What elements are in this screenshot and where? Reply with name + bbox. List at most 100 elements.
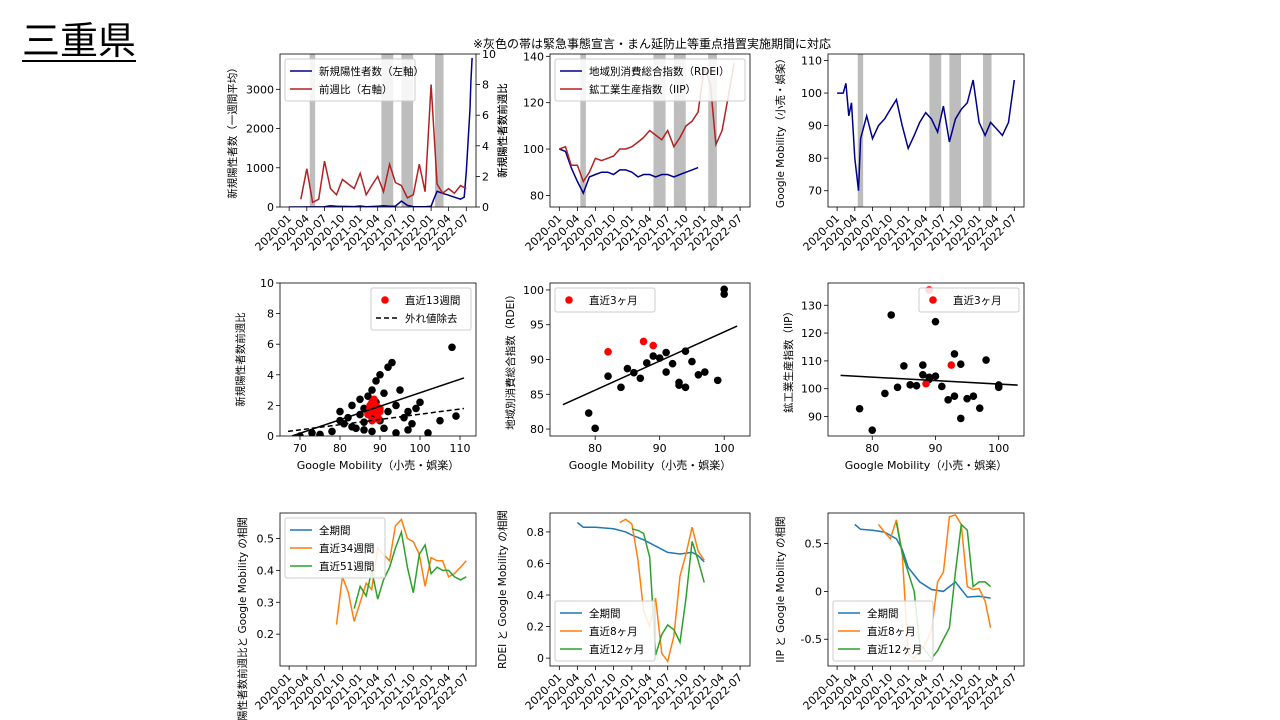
data-point-0-5 (336, 407, 344, 416)
plot-area (854, 514, 992, 660)
panel-p3: 7080901001102020-012020-042020-072020-10… (774, 53, 1025, 254)
y-tick-label: 2000 (246, 123, 274, 136)
plot-area (287, 343, 465, 436)
panel-p5: 80 85 90 95 100 80 90 100 Google Mobility（小売・娯楽）… (504, 282, 751, 472)
data-point-0-24 (384, 407, 392, 416)
legend: 地域別消費総合指数（RDEI） 鉱工業生産指数（IIP） (554, 58, 746, 102)
legend-box (832, 600, 934, 662)
y-axis-label: RDEI と Google Mobility の相関 (496, 510, 509, 669)
data-point-1-0 (364, 410, 372, 419)
data-point-0-35 (448, 343, 456, 352)
data-point-0-41 (392, 429, 400, 436)
data-point-0-7 (912, 381, 921, 390)
shaded-period-3 (435, 54, 444, 207)
x-tick-label: 90 (928, 442, 942, 455)
legend-box (370, 287, 472, 331)
y-tick-label: 10 (260, 277, 274, 290)
y-axis-label: 新規陽性者数前週比と Google Mobility の相関 (236, 517, 249, 720)
data-point-0-5 (900, 362, 908, 370)
y2-tick-label: 0 (482, 201, 489, 214)
data-point-1-2 (947, 361, 956, 369)
data-point-0-22 (720, 285, 728, 294)
legend-box (554, 58, 746, 102)
y-tick-label: 0 (815, 585, 822, 598)
data-point-0-39 (368, 427, 376, 436)
x-tick-label: 80 (865, 442, 879, 455)
data-point-0-16 (950, 392, 959, 401)
data-point-0-22 (975, 404, 984, 412)
legend-label: 直近12ヶ月 (867, 643, 922, 656)
data-point-0-6 (636, 374, 645, 383)
data-point-0-18 (694, 371, 703, 379)
y-tick-label: 0.5 (805, 538, 823, 551)
y-tick-label: 90 (808, 411, 822, 424)
y-tick-label: 95 (530, 319, 544, 332)
y-tick-label: 80 (530, 423, 544, 436)
data-point-0-26 (392, 401, 400, 410)
y-tick-label: 85 (530, 388, 544, 401)
y-axis-label: IIP と Google Mobility の相関 (774, 516, 787, 662)
legend-label: 地域別消費総合指数（RDEI） (589, 65, 730, 78)
data-point-1-0 (922, 379, 930, 388)
page-title: 三重県 (22, 19, 137, 63)
data-point-0-2 (316, 430, 324, 436)
data-point-0-11 (662, 348, 670, 357)
data-point-0-14 (364, 392, 372, 401)
x-tick-label: 80 (333, 442, 347, 455)
legend-label: 直近8ヶ月 (589, 625, 638, 638)
series-line-0 (854, 523, 991, 599)
axes-frame (279, 282, 477, 437)
y-tick-label: 0.4 (527, 589, 545, 602)
data-point-0-3 (617, 383, 625, 392)
x-tick-label: 90 (653, 442, 667, 455)
x-tick-label: 90 (373, 442, 387, 455)
data-point-0-17 (950, 350, 959, 358)
data-point-1-2 (649, 341, 658, 350)
data-point-0-11 (356, 395, 364, 404)
y-tick-label: 90 (530, 354, 544, 367)
data-point-0-36 (452, 412, 460, 420)
data-point-1-1 (639, 337, 648, 346)
series-line-1 (619, 518, 705, 664)
data-point-0-15 (944, 396, 952, 404)
x-tick-label: 100 (988, 442, 1009, 455)
legend-marker (381, 296, 389, 304)
data-point-0-20 (963, 394, 971, 403)
plot-area (562, 285, 738, 433)
legend: 新規陽性者数（左軸） 前週比（右軸） (284, 58, 424, 102)
y2-tick-label: 10 (482, 48, 496, 61)
x-tick-label: 100 (410, 442, 431, 455)
y-tick-label: 70 (808, 185, 822, 198)
y-tick-label: 1000 (246, 162, 274, 175)
series-line-1 (335, 517, 467, 625)
data-point-0-8 (919, 361, 927, 369)
x-axis-label: Google Mobility（小売・娯楽） (845, 458, 1007, 472)
y-tick-label: 2 (267, 399, 274, 412)
shaded-period-1 (381, 54, 394, 207)
data-point-0-22 (380, 389, 388, 397)
data-point-0-23 (982, 356, 990, 364)
plot-area (576, 518, 705, 664)
y-axis-label: 地域別消費総合指数（RDEI） (504, 289, 517, 430)
series-line-2 (291, 377, 465, 436)
legend-label: 全期間 (589, 607, 621, 620)
data-point-0-42 (404, 426, 412, 434)
legend-label: 全期間 (867, 607, 899, 620)
data-point-0-0 (584, 409, 593, 417)
panel-p7: 0.20.30.40.52020-012020-042020-072020-10… (236, 512, 477, 720)
y-tick-label: 100 (801, 87, 822, 100)
y-tick-label: 110 (801, 355, 822, 368)
data-point-0-21 (969, 392, 978, 401)
data-point-0-14 (675, 378, 683, 387)
plot-area (837, 54, 1016, 207)
x-tick-label: 110 (450, 442, 471, 455)
series-line-2 (631, 528, 705, 656)
y-tick-label: 0.4 (257, 564, 275, 577)
y-tick-label: 130 (801, 299, 822, 312)
plot-area (289, 54, 473, 207)
data-point-0-12 (931, 317, 940, 326)
series-line-2 (562, 325, 738, 406)
y-tick-label: 0.5 (257, 533, 275, 546)
